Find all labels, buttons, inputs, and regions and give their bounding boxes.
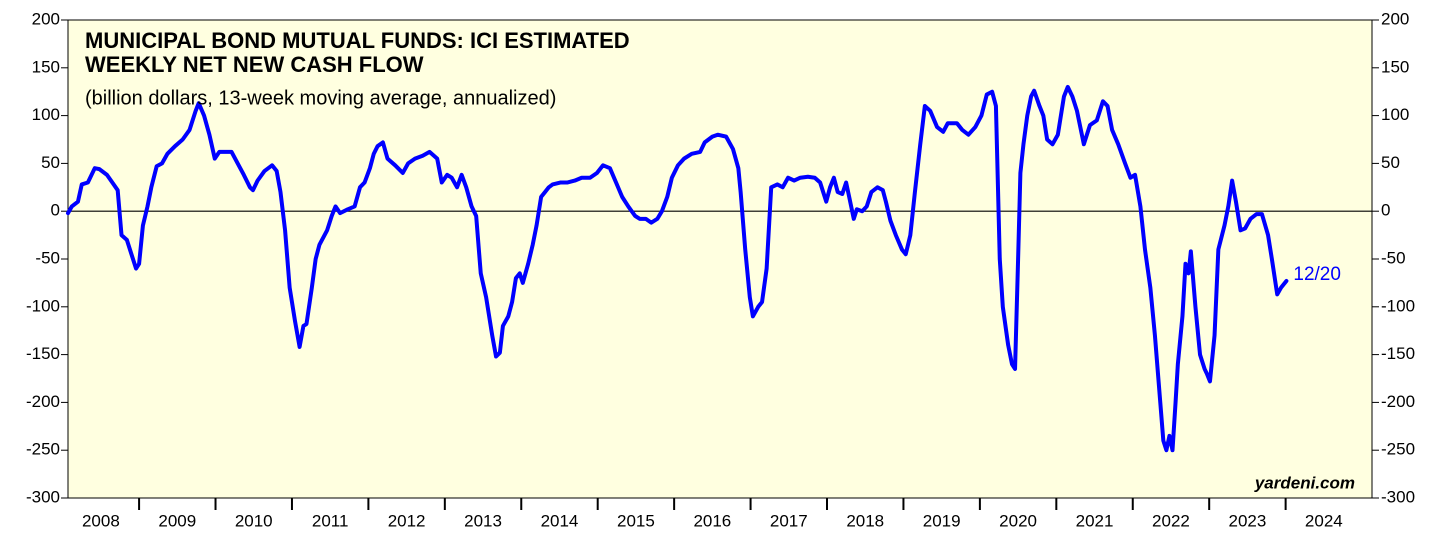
y-tick-label: 200 — [32, 9, 60, 28]
x-tick-label: 2015 — [617, 511, 655, 530]
y2-tick-label: 0 — [1381, 201, 1390, 220]
x-tick-label: 2013 — [464, 511, 502, 530]
y-tick-label: 150 — [32, 57, 60, 76]
x-tick-label: 2009 — [158, 511, 196, 530]
x-tick-label: 2022 — [1152, 511, 1190, 530]
x-tick-label: 2017 — [770, 511, 808, 530]
source: yardeni.com — [1254, 473, 1355, 492]
y-tick-label: -300 — [26, 487, 60, 506]
x-tick-label: 2010 — [235, 511, 273, 530]
chart-title: MUNICIPAL BOND MUTUAL FUNDS: ICI ESTIMAT… — [85, 28, 630, 53]
plot-area — [67, 19, 1373, 499]
axes: -300 -300 -250 -250 -200 -200 -150 -150 -100 -100… — [26, 9, 1415, 530]
x-tick-label: 2016 — [693, 511, 731, 530]
x-tick-label: 2020 — [999, 511, 1037, 530]
y-tick-label: 0 — [51, 201, 60, 220]
x-tick-label: 2023 — [1228, 511, 1266, 530]
x-tick-label: 2024 — [1305, 511, 1343, 530]
annotation: 12/20 — [1293, 264, 1341, 285]
x-tick-label: 2011 — [312, 511, 349, 530]
x-tick-label: 2014 — [541, 511, 579, 530]
y-tick-label: -250 — [26, 440, 60, 459]
x-tick-label: 2008 — [82, 511, 120, 530]
y2-tick-label: -150 — [1381, 344, 1415, 363]
y2-tick-label: -50 — [1381, 248, 1406, 267]
y2-tick-label: -100 — [1381, 296, 1415, 315]
y2-tick-label: -250 — [1381, 440, 1415, 459]
y-tick-label: -100 — [26, 296, 60, 315]
y2-tick-label: 200 — [1381, 9, 1409, 28]
y2-tick-label: -300 — [1381, 487, 1415, 506]
y-tick-label: 100 — [32, 105, 60, 124]
y-tick-label: 50 — [41, 153, 60, 172]
y-tick-label: -150 — [26, 344, 60, 363]
data: 12/20 — [66, 84, 1341, 453]
y-tick-label: -50 — [35, 248, 60, 267]
y-tick-label: -200 — [26, 392, 60, 411]
y2-tick-label: 100 — [1381, 105, 1409, 124]
x-tick-label: 2019 — [923, 511, 961, 530]
y2-tick-label: 50 — [1381, 153, 1400, 172]
x-tick-label: 2012 — [388, 511, 426, 530]
y2-tick-label: -200 — [1381, 392, 1415, 411]
chart-subtitle: (billion dollars, 13-week moving average… — [85, 87, 556, 109]
x-tick-label: 2018 — [846, 511, 884, 530]
data-line — [66, 84, 1289, 453]
chart-title: WEEKLY NET NEW CASH FLOW — [85, 52, 424, 77]
y2-tick-label: 150 — [1381, 57, 1409, 76]
x-tick-label: 2021 — [1076, 511, 1114, 530]
